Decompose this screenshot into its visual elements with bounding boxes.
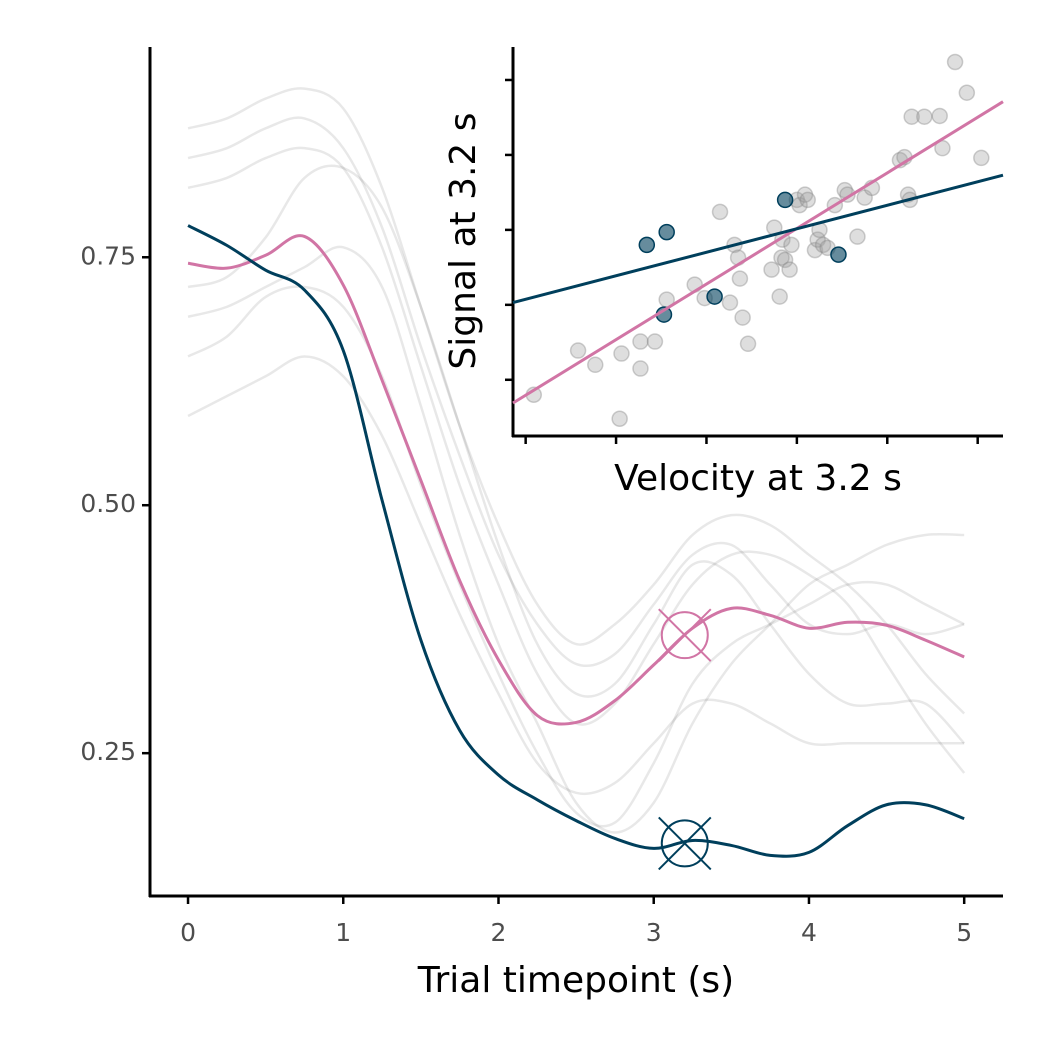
point — [711, 203, 729, 221]
line — [187, 224, 965, 858]
point — [706, 288, 723, 305]
x-tick-label: 0 — [180, 918, 196, 947]
point — [613, 345, 630, 362]
line — [187, 285, 965, 828]
point — [796, 186, 814, 203]
line — [187, 146, 966, 774]
point — [773, 249, 790, 266]
inset-x-axis-title: Velocity at 3.2 s — [614, 458, 902, 499]
point — [931, 107, 948, 125]
point — [958, 84, 976, 101]
point — [611, 410, 628, 428]
point — [658, 223, 675, 241]
x-tick-label: 5 — [956, 918, 972, 947]
inset-plot — [505, 47, 1004, 444]
x-axis-title: Trial timepoint (s) — [417, 960, 734, 1001]
point — [783, 236, 800, 254]
point — [946, 53, 964, 71]
highlight-marker — [658, 816, 712, 871]
point — [569, 342, 587, 359]
point — [830, 246, 847, 263]
point — [638, 236, 656, 254]
highlight-marker — [658, 608, 712, 662]
point — [721, 294, 739, 311]
point — [781, 261, 798, 278]
point — [903, 108, 920, 125]
y-tick-label: 0.50 — [80, 489, 136, 518]
line — [187, 87, 966, 715]
inset-y-axis-title: Signal at 3.2 s — [443, 112, 484, 369]
x-tick-label: 3 — [646, 918, 662, 947]
inset-background — [513, 47, 1003, 436]
point — [776, 251, 794, 269]
point — [849, 228, 866, 245]
x-tick-label: 4 — [801, 918, 817, 947]
fit-line — [512, 100, 1004, 405]
main-plot: 0 1 2 3 4 5 0.25 0.50 0.75 — [80, 47, 1003, 947]
point — [739, 335, 757, 353]
fit-line — [512, 173, 1004, 305]
point — [814, 236, 832, 254]
highlight-circle — [660, 819, 709, 868]
point — [791, 196, 808, 214]
line — [187, 164, 966, 745]
point — [632, 333, 649, 350]
point — [771, 288, 788, 305]
highlight-cross — [658, 816, 712, 871]
line — [187, 245, 965, 834]
point — [916, 108, 933, 125]
point — [806, 241, 824, 259]
x-tick-label: 2 — [491, 918, 507, 947]
point — [809, 231, 826, 248]
highlight-cross — [658, 608, 712, 662]
point — [763, 261, 780, 278]
line — [187, 234, 965, 726]
point — [587, 356, 604, 374]
line — [187, 116, 965, 668]
point — [632, 360, 649, 377]
point — [646, 333, 664, 350]
highlight-circle — [660, 611, 709, 660]
point — [734, 309, 751, 326]
point — [731, 270, 749, 287]
x-tick-label: 1 — [335, 918, 351, 947]
y-tick-label: 0.75 — [80, 241, 136, 270]
point — [973, 149, 990, 167]
point — [776, 191, 794, 209]
point — [856, 189, 873, 206]
point — [799, 191, 816, 209]
y-tick-label: 0.25 — [80, 737, 136, 766]
line — [187, 355, 965, 796]
